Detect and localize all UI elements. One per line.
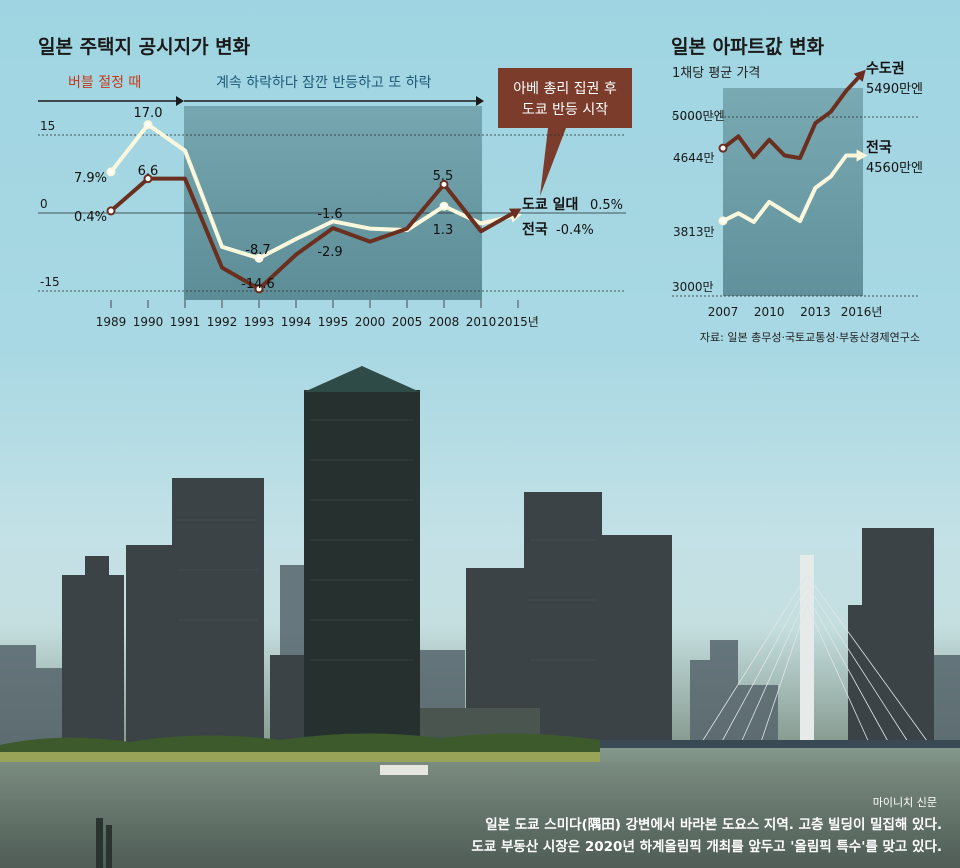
tokyo-end-value: 0.5%: [590, 198, 623, 213]
right-series-national-line: [722, 153, 862, 224]
right-series-tokyo-line: [721, 72, 864, 161]
photo-caption: 마이니치 신문 일본 도쿄 스미다(隅田) 강변에서 바라본 도요스 지역. 고…: [471, 796, 942, 855]
label-national-1993: -8.7: [245, 243, 270, 258]
right-chart-title: 일본 아파트값 변화: [671, 36, 825, 58]
left-point-national-2008: [439, 201, 449, 211]
label-tokyo-1993: -14.6: [241, 277, 275, 292]
right-chart-subtitle: 1채당 평균 가격: [672, 66, 760, 81]
left-x-tick-2015년: 2015년: [497, 315, 539, 329]
left-y-ticks: 15 0 -15: [40, 119, 60, 289]
right-series-lines: [718, 69, 868, 226]
left-series-lines: [106, 120, 522, 294]
photo-credit: 마이니치 신문: [873, 796, 937, 809]
callout: 아베 총리 집권 후 도쿄 반등 시작: [498, 68, 632, 196]
label-tokyo-1990: 6.6: [138, 164, 159, 179]
label-national-1995: -1.6: [317, 207, 342, 222]
left-gridlines: [38, 134, 626, 308]
right-y-tick-5000: 5000만엔: [672, 109, 725, 123]
tokyo-end-value-right: 5490만엔: [866, 82, 923, 97]
national-end-value: -0.4%: [556, 223, 594, 238]
right-gridlines: [672, 116, 920, 297]
source-note: 자료: 일본 총무성·국토교통성·부동산경제연구소: [700, 330, 920, 344]
tokyo-series-label: 수도권: [866, 61, 905, 77]
right-point-tokyo-start: [718, 143, 728, 153]
right-x-tick-3: 2016년: [841, 305, 883, 319]
phase2-arrow-head: [476, 96, 484, 106]
left-x-tick-2008: 2008: [429, 315, 460, 329]
national-end-label: 전국: [522, 221, 548, 238]
right-x-ticks: 2007 2010 2013 2016년: [708, 305, 883, 319]
national-series-label: 전국: [866, 139, 892, 156]
left-x-tick-1993: 1993: [244, 315, 275, 329]
right-x-tick-2: 2013: [800, 305, 831, 319]
left-point-tokyo-1993: [254, 284, 264, 294]
caption-line1: 일본 도쿄 스미다(隅田) 강변에서 바라본 도요스 지역. 고층 빌딩이 밀집…: [485, 816, 942, 833]
label-tokyo-1989: 0.4%: [74, 210, 107, 225]
left-x-ticks: 1989 1990 1991 1992 1993 1994 1995 2000 2005 2008…: [96, 315, 539, 329]
phase1-label: 버블 절정 때: [68, 75, 141, 91]
left-point-national-1990: [143, 120, 153, 130]
left-y-tick-2: -15: [40, 275, 60, 289]
left-point-national-1989: [106, 167, 116, 177]
left-chart-title: 일본 주택지 공시지가 변화: [38, 36, 251, 58]
label-national-1989: 7.9%: [74, 171, 107, 186]
left-x-tick-1995: 1995: [318, 315, 349, 329]
right-point-national-start: [718, 216, 728, 226]
left-x-tick-2010: 2010: [466, 315, 497, 329]
left-x-tick-1990: 1990: [133, 315, 164, 329]
right-chart: 일본 아파트값 변화 1채당 평균 가격 2007 2010 2013 2016년 5…: [671, 36, 923, 344]
left-point-tokyo-1990: [143, 174, 153, 184]
left-series-tokyo-line: [109, 176, 519, 291]
right-chart-panel: [723, 88, 863, 296]
left-y-tick-1: 0: [40, 197, 48, 211]
left-x-tick-2005: 2005: [392, 315, 423, 329]
left-point-national-1993: [254, 253, 264, 263]
left-point-tokyo-1989: [106, 206, 116, 216]
tokyo-end-label: 도쿄 일대: [522, 197, 578, 213]
right-x-tick-0: 2007: [708, 305, 739, 319]
tokyo-start-value: 4644만: [673, 151, 715, 165]
left-series-tokyo-arrow: [508, 208, 522, 220]
right-y-tick-3000: 3000만: [672, 280, 714, 294]
left-y-tick-0: 15: [40, 119, 55, 133]
left-x-tick-1989: 1989: [96, 315, 127, 329]
phase1-arrow-head: [176, 96, 184, 106]
left-point-tokyo-2008: [439, 179, 449, 189]
national-end-value-right: 4560만엔: [866, 161, 923, 176]
callout-line2: 도쿄 반등 시작: [522, 102, 608, 118]
right-series-tokyo-arrow: [853, 69, 866, 82]
right-series-national-arrow: [856, 149, 868, 162]
label-national-2008: 1.3: [433, 223, 454, 238]
phase2-label: 계속 하락하다 잠깐 반등하고 또 하락: [216, 75, 432, 91]
caption-line2: 도쿄 부동산 시장은 2020년 하계올림픽 개최를 앞두고 '올림픽 특수'를…: [471, 838, 942, 855]
callout-line1: 아베 총리 집권 후: [513, 81, 617, 97]
right-x-tick-1: 2010: [754, 305, 785, 319]
left-x-tick-1994: 1994: [281, 315, 312, 329]
left-x-tick-1992: 1992: [207, 315, 238, 329]
national-start-value: 3813만: [673, 225, 715, 239]
left-x-tick-2000: 2000: [355, 315, 386, 329]
left-chart: 일본 주택지 공시지가 변화 버블 절정 때 계속 하락하다 잠깐 반등하고 또…: [38, 36, 632, 329]
label-national-1990: 17.0: [134, 106, 163, 121]
bridge: [580, 555, 960, 748]
label-tokyo-1995: -2.9: [317, 245, 342, 260]
label-tokyo-2008: 5.5: [433, 169, 454, 184]
decline-period-panel: [184, 106, 482, 300]
skyline-photo: [0, 366, 960, 868]
left-series-national-line: [109, 122, 519, 261]
left-x-tick-1991: 1991: [170, 315, 201, 329]
